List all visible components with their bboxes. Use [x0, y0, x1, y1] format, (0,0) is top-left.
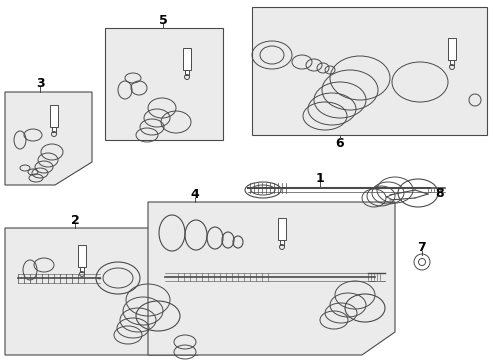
Bar — [78, 245, 86, 267]
Bar — [252, 7, 487, 135]
Bar — [280, 240, 284, 245]
Text: 4: 4 — [191, 188, 199, 201]
Bar — [50, 105, 58, 127]
Text: 6: 6 — [336, 136, 344, 149]
Bar — [450, 60, 454, 65]
Text: 2: 2 — [71, 213, 79, 226]
Text: 3: 3 — [36, 77, 44, 90]
Bar — [185, 70, 189, 75]
Text: 1: 1 — [316, 171, 324, 185]
Text: 7: 7 — [417, 240, 426, 253]
Text: 5: 5 — [159, 14, 168, 27]
Bar — [183, 48, 191, 70]
Polygon shape — [5, 92, 92, 185]
Bar — [105, 28, 223, 140]
Polygon shape — [148, 202, 395, 355]
Bar — [278, 218, 286, 240]
Bar — [448, 38, 456, 60]
Bar — [80, 267, 84, 272]
Text: 8: 8 — [436, 186, 444, 199]
Bar — [52, 127, 56, 132]
Polygon shape — [5, 228, 232, 355]
